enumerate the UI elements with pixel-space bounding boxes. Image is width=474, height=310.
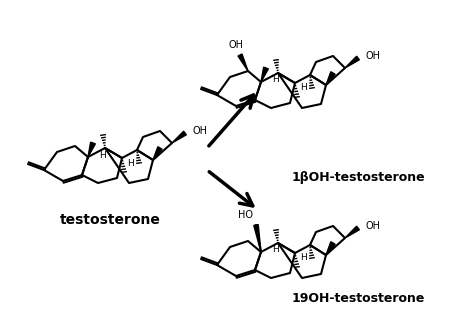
Text: H: H — [273, 76, 279, 85]
Polygon shape — [326, 72, 335, 85]
Text: H: H — [301, 254, 307, 263]
Text: OH: OH — [366, 51, 381, 61]
Polygon shape — [88, 142, 95, 157]
Polygon shape — [153, 147, 162, 160]
Text: H: H — [128, 158, 134, 167]
Text: 19OH-testosterone: 19OH-testosterone — [292, 291, 425, 304]
Polygon shape — [172, 131, 186, 143]
Text: H: H — [273, 246, 279, 255]
Text: OH: OH — [228, 40, 244, 50]
Text: OH: OH — [366, 221, 381, 231]
Polygon shape — [345, 56, 359, 68]
Text: HO: HO — [238, 210, 254, 220]
Polygon shape — [238, 54, 248, 71]
Text: testosterone: testosterone — [60, 213, 160, 227]
Text: 1βOH-testosterone: 1βOH-testosterone — [291, 171, 425, 184]
Polygon shape — [345, 226, 359, 238]
Polygon shape — [254, 224, 261, 252]
Polygon shape — [261, 67, 268, 82]
Text: H: H — [301, 83, 307, 92]
Text: OH: OH — [193, 126, 208, 136]
Polygon shape — [326, 242, 335, 255]
Text: H: H — [100, 150, 106, 160]
